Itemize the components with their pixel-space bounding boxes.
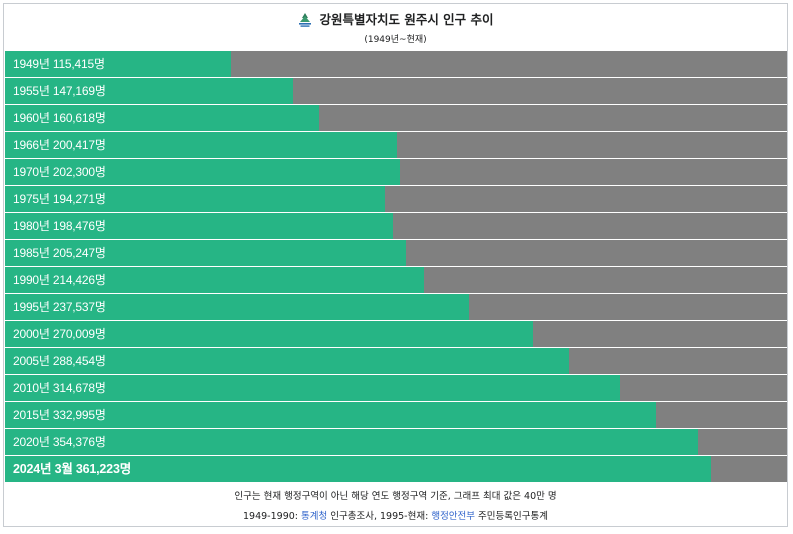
population-bar-row: 2010년 314,678명 [5,375,787,401]
population-bar [5,294,469,320]
population-bar-row: 1949년 115,415명 [5,51,787,77]
population-bar-label: 1985년 205,247명 [13,246,106,260]
population-bar-label: 1955년 147,169명 [13,84,106,98]
population-bar [5,267,424,293]
population-bar [5,375,620,401]
population-bar [5,51,231,77]
population-bar-label: 2005년 288,454명 [13,354,106,368]
population-bar-label: 1970년 202,300명 [13,165,106,179]
population-bar [5,321,533,347]
population-bar-label: 2024년 3월 361,223명 [13,462,131,476]
population-bar-label: 1990년 214,426명 [13,273,106,287]
statistics-korea-link[interactable]: 통계청 [301,511,328,522]
wonju-city-emblem-icon [297,12,313,33]
chart-footer: 인구는 현재 행정구역이 아닌 해당 연도 행정구역 기준, 그래프 최대 값은… [4,486,787,524]
population-bar-row: 2000년 270,009명 [5,321,787,347]
population-bar [5,429,698,455]
chart-title-row: 강원특별자치도 원주시 인구 추이 [4,11,787,33]
population-bar [5,402,656,428]
population-bar-label: 2000년 270,009명 [13,327,106,341]
population-bar-chart: 1949년 115,415명 1955년 147,169명 1960년 160,61… [5,51,787,483]
population-bar-label: 2015년 332,995명 [13,408,106,422]
population-bar [5,105,319,131]
population-bar-label: 1949년 115,415명 [13,57,105,71]
population-bar-row: 1990년 214,426명 [5,267,787,293]
population-infobox: 강원특별자치도 원주시 인구 추이 (1949년~현재) 1949년 115,4… [3,3,788,527]
chart-sources: 1949-1990: 통계청 인구총조사, 1995-현재: 행정안전부 주민등… [4,510,787,524]
population-bar-row: 1966년 200,417명 [5,132,787,158]
population-bar [5,456,711,482]
population-bar-row: 1960년 160,618명 [5,105,787,131]
population-bar-label: 2010년 314,678명 [13,381,106,395]
population-bar-label: 2020년 354,376명 [13,435,106,449]
population-bar [5,213,393,239]
ministry-interior-safety-link[interactable]: 행정안전부 [431,511,476,522]
population-bar-row: 2005년 288,454명 [5,348,787,374]
chart-subtitle: (1949년~현재) [364,35,427,45]
population-bar-row: 1985년 205,247명 [5,240,787,266]
population-bar-label: 1980년 198,476명 [13,219,106,233]
population-bar [5,159,400,185]
source1-text: 인구총조사, 1995-현재: [327,511,432,522]
population-bar-label: 1975년 194,271명 [13,192,106,206]
population-bar-row: 2020년 354,376명 [5,429,787,455]
population-bar [5,78,293,104]
population-bar-row: 2015년 332,995명 [5,402,787,428]
chart-note: 인구는 현재 행정구역이 아닌 해당 연도 행정구역 기준, 그래프 최대 값은… [234,491,557,502]
population-bar-row: 1955년 147,169명 [5,78,787,104]
population-bar-label: 1960년 160,618명 [13,111,106,125]
population-bar-row: 1995년 237,537명 [5,294,787,320]
population-bar-label: 1966년 200,417명 [13,138,106,152]
population-bar-row: 1970년 202,300명 [5,159,787,185]
population-bar-label: 1995년 237,537명 [13,300,106,314]
population-bar [5,132,397,158]
chart-title: 강원특별자치도 원주시 인구 추이 [319,12,494,27]
source2-text: 주민등록인구통계 [475,511,548,522]
population-bar-row: 1975년 194,271명 [5,186,787,212]
population-bar [5,348,569,374]
population-bar [5,186,385,212]
chart-header: 강원특별자치도 원주시 인구 추이 (1949년~현재) [4,4,787,52]
population-bar [5,240,406,266]
population-bar-row: 1980년 198,476명 [5,213,787,239]
sources-prefix: 1949-1990: [243,511,302,522]
population-bar-row: 2024년 3월 361,223명 [5,456,787,482]
